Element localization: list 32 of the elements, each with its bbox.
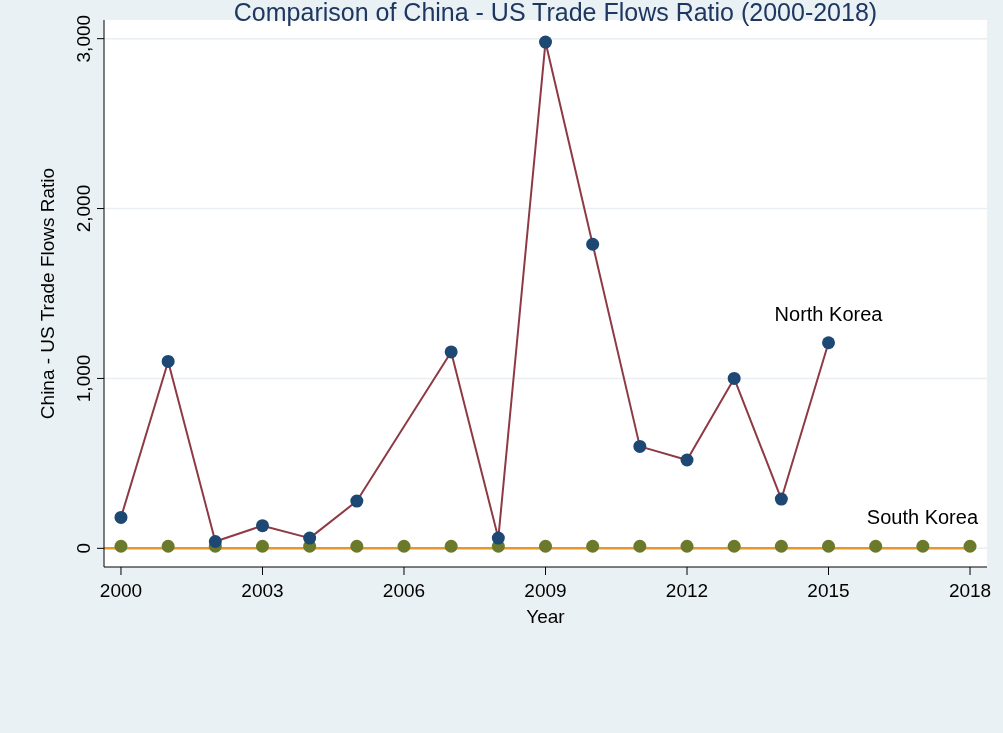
point <box>161 539 175 553</box>
x-tick-label: 2009 <box>524 580 567 601</box>
series-label: South Korea <box>866 506 979 529</box>
point <box>869 539 883 553</box>
x-tick-label: 2003 <box>241 580 284 601</box>
y-tick-label: 2,000 <box>73 184 94 233</box>
x-tick-label: 2012 <box>665 580 709 601</box>
point <box>633 539 647 553</box>
series-label: North Korea <box>774 302 884 325</box>
y-tick-label: 3,000 <box>73 14 94 63</box>
point <box>680 539 694 553</box>
point <box>586 539 600 553</box>
point <box>255 539 269 553</box>
point <box>444 539 458 553</box>
chart-title: Comparison of China - US Trade Flows Ratio (2000-2018) <box>233 0 878 26</box>
y-tick-label: 1,000 <box>73 354 94 403</box>
point <box>114 539 128 553</box>
point <box>539 539 552 553</box>
x-tick-label: 2000 <box>99 580 143 601</box>
point <box>916 539 930 553</box>
point <box>774 539 788 553</box>
point <box>397 539 411 553</box>
point <box>727 539 741 553</box>
point <box>963 539 977 553</box>
x-tick-label: 2015 <box>807 580 850 601</box>
point <box>350 539 364 553</box>
x-tick-label: 2018 <box>948 580 992 601</box>
y-axis-title: China - US Trade Flows Ratio <box>37 167 58 420</box>
y-tick-label: 0 <box>73 543 94 554</box>
x-tick-label: 2006 <box>382 580 426 601</box>
x-axis-title: Year <box>526 606 566 627</box>
point <box>822 539 836 553</box>
